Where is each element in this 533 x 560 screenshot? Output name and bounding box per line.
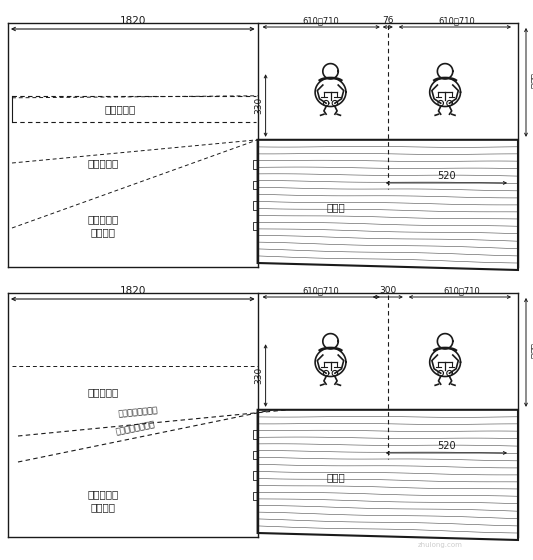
Text: 遗挡视线区: 遗挡视线区 (104, 104, 136, 114)
Text: zhulong.com: zhulong.com (417, 542, 463, 548)
Text: 会议桌: 会议桌 (326, 473, 345, 483)
Polygon shape (257, 140, 518, 270)
Text: 看图象中心的视线: 看图象中心的视线 (117, 405, 158, 418)
Text: 表演显示区: 表演显示区 (87, 387, 118, 397)
Text: 610～710: 610～710 (443, 286, 480, 295)
Text: 1820: 1820 (119, 16, 146, 26)
Text: 610～710: 610～710 (302, 16, 339, 25)
Text: 330: 330 (255, 97, 264, 114)
Text: 76: 76 (382, 16, 393, 25)
Text: 变化的: 变化的 (529, 343, 533, 360)
Text: 300: 300 (379, 286, 397, 295)
Text: 520: 520 (437, 171, 456, 181)
Text: 看图象中心的视线: 看图象中心的视线 (115, 419, 156, 436)
Text: 图象和桌子
的中心线: 图象和桌子 的中心线 (87, 489, 118, 512)
Text: 1820: 1820 (119, 286, 146, 296)
Text: 变化的: 变化的 (529, 73, 533, 90)
Text: 表演显示区: 表演显示区 (87, 158, 118, 169)
Text: 610～710: 610～710 (439, 16, 475, 25)
Text: 610～710: 610～710 (302, 286, 339, 295)
Text: 330: 330 (255, 367, 264, 384)
Text: 520: 520 (437, 441, 456, 451)
Text: 图象和桌子
的中心线: 图象和桌子 的中心线 (87, 214, 118, 237)
Text: 会议桌: 会议桌 (326, 203, 345, 213)
Polygon shape (257, 410, 518, 540)
